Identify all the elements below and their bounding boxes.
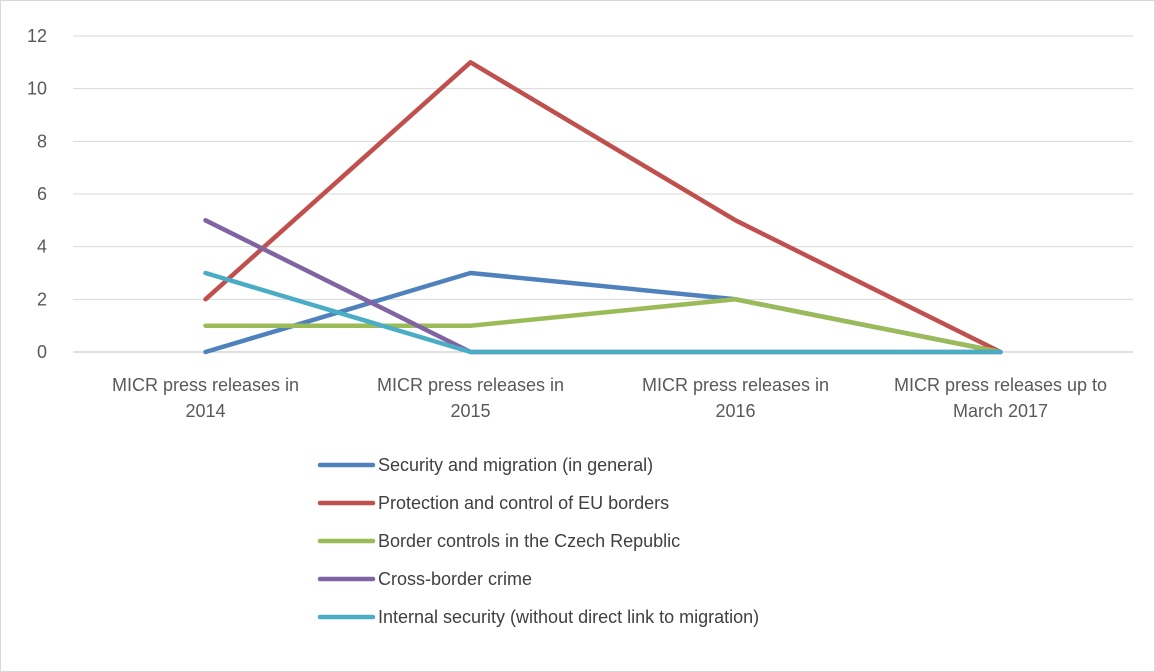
x-tick-label: MICR press releases in [377, 375, 564, 395]
y-tick-label: 8 [37, 131, 47, 151]
x-tick-label: 2016 [715, 401, 755, 421]
x-tick-label: March 2017 [953, 401, 1048, 421]
legend-label: Cross-border crime [378, 569, 532, 589]
series-line [203, 270, 1003, 355]
series-line [203, 297, 1003, 355]
y-axis: 0 2 4 6 8 10 12 [27, 26, 47, 362]
legend: Security and migration (in general) Prote… [317, 455, 759, 627]
y-tick-label: 0 [37, 342, 47, 362]
x-axis: MICR press releases in 2014 MICR press rel… [112, 375, 1107, 421]
gridlines [73, 35, 1133, 353]
y-tick-label: 2 [37, 289, 47, 309]
legend-label: Border controls in the Czech Republic [378, 531, 680, 551]
y-tick-label: 6 [37, 184, 47, 204]
legend-label: Security and migration (in general) [378, 455, 653, 475]
y-tick-label: 10 [27, 79, 47, 99]
y-tick-label: 12 [27, 26, 47, 46]
series-line [203, 60, 1003, 355]
x-tick-label: 2015 [450, 401, 490, 421]
x-tick-label: 2014 [185, 401, 225, 421]
legend-label: Protection and control of EU borders [378, 493, 669, 513]
x-tick-label: MICR press releases in [642, 375, 829, 395]
x-tick-label: MICR press releases up to [894, 375, 1107, 395]
y-tick-label: 4 [37, 237, 47, 257]
series-lines [203, 60, 1003, 355]
legend-label: Internal security (without direct link t… [378, 607, 759, 627]
x-tick-label: MICR press releases in [112, 375, 299, 395]
